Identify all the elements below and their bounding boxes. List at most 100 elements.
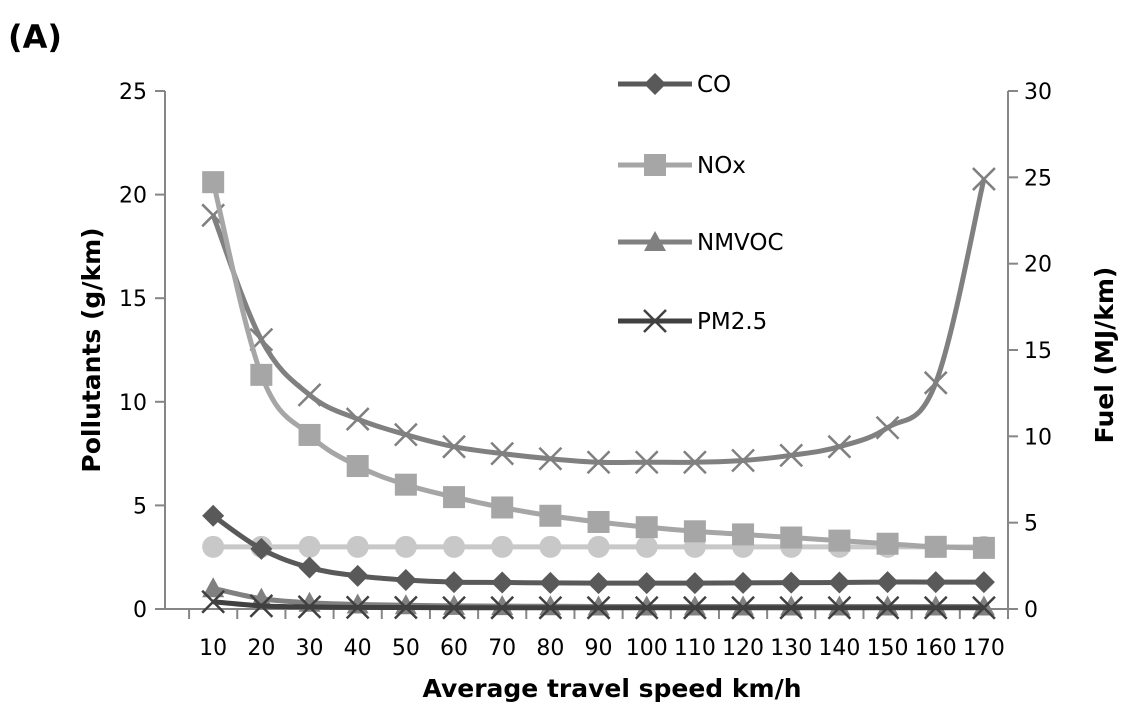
data-point: [298, 535, 321, 558]
y2-tick-label: 0: [1024, 598, 1038, 623]
data-point: [394, 535, 417, 558]
series-1: [202, 171, 995, 559]
data-point: [732, 523, 755, 546]
data-point: [393, 422, 418, 447]
series-0: [202, 504, 995, 595]
y-tick-label: 0: [133, 598, 147, 623]
legend-item: PM2.5: [618, 309, 767, 335]
data-point: [634, 450, 659, 475]
data-point: [683, 450, 707, 475]
x-tick-label: 100: [626, 636, 668, 661]
data-point: [779, 443, 804, 468]
data-point: [491, 535, 514, 558]
data-point: [250, 537, 273, 560]
data-point: [635, 572, 658, 595]
data-point: [443, 571, 466, 594]
legend-marker: [644, 231, 666, 251]
data-point: [202, 504, 225, 527]
data-point: [779, 595, 804, 620]
data-point: [924, 535, 947, 558]
data-point: [587, 510, 610, 533]
x-tick-label: 140: [818, 636, 860, 661]
data-point: [539, 535, 562, 558]
x-tick-label: 60: [440, 636, 468, 661]
legend-marker: [644, 154, 666, 176]
data-point: [587, 572, 610, 595]
data-point: [202, 577, 225, 598]
data-point: [539, 571, 562, 594]
data-point: [972, 595, 996, 620]
data-point: [346, 564, 369, 587]
legend-label: NOx: [697, 153, 746, 179]
data-point: [876, 571, 899, 594]
data-point: [250, 587, 273, 608]
y-tick-label: 10: [119, 391, 147, 416]
series-3: [201, 589, 996, 620]
x-tick-label: 130: [770, 636, 812, 661]
data-point: [731, 595, 755, 620]
data-point: [346, 535, 369, 558]
x-axis-label: Average travel speed km/h: [422, 674, 801, 703]
y2-tick-label: 20: [1024, 253, 1052, 278]
data-point: [828, 529, 851, 552]
x-tick-label: 40: [344, 636, 372, 661]
y-axis-label: Pollutants (g/km): [77, 227, 106, 472]
data-point: [827, 434, 852, 459]
series-line: [210, 181, 984, 551]
x-tick-label: 20: [247, 636, 275, 661]
axes: 0 5 10 15 20 25 0 5 10 15 20 25 30 10 20 30 40 50 60 70 80 90…: [119, 80, 1052, 661]
data-point: [780, 526, 803, 549]
series-5: [201, 167, 996, 475]
data-point: [635, 516, 658, 539]
x-tick-label: 50: [392, 636, 420, 661]
data-point: [539, 504, 562, 527]
data-point: [443, 535, 466, 558]
y2-tick-label: 25: [1024, 166, 1052, 191]
data-point: [298, 556, 321, 579]
data-point: [249, 594, 274, 618]
legend: CO NOx NMVOC PM2.5: [618, 72, 784, 335]
legend-item: NMVOC: [618, 230, 784, 256]
data-point: [538, 446, 563, 471]
data-point: [202, 535, 225, 558]
legend-item: NOx: [618, 153, 746, 179]
data-point: [875, 415, 900, 440]
data-point: [297, 595, 322, 619]
data-point: [586, 450, 611, 475]
data-point: [635, 535, 658, 558]
data-point: [924, 571, 947, 594]
legend-marker: [643, 309, 667, 333]
legend-label: CO: [697, 72, 731, 98]
data-point: [923, 595, 948, 620]
data-point: [345, 407, 370, 431]
data-point: [297, 383, 322, 407]
y-tick-label: 20: [119, 184, 147, 209]
data-point: [827, 595, 852, 620]
data-point: [250, 363, 273, 386]
x-tick-label: 80: [536, 636, 564, 661]
data-point: [394, 568, 417, 591]
data-point: [490, 441, 515, 466]
y-tick-label: 25: [119, 80, 147, 105]
data-point: [587, 535, 610, 558]
y-tick-label: 5: [133, 494, 147, 519]
data-point: [490, 595, 515, 620]
data-point: [442, 434, 466, 459]
data-point: [345, 595, 370, 620]
data-point: [394, 473, 417, 496]
data-point: [393, 595, 418, 620]
data-point: [683, 520, 706, 543]
y2-tick-label: 15: [1024, 339, 1052, 364]
data-point: [972, 167, 996, 191]
x-tick-label: 170: [963, 636, 1005, 661]
data-point: [972, 536, 995, 559]
data-point: [491, 571, 514, 594]
x-tick-label: 10: [199, 636, 227, 661]
y2-tick-label: 10: [1024, 425, 1052, 450]
data-point: [876, 532, 899, 555]
data-point: [732, 571, 755, 594]
series-4: [202, 535, 995, 558]
data-point: [491, 496, 514, 519]
x-tick-label: 160: [915, 636, 957, 661]
x-tick-label: 110: [674, 636, 716, 661]
